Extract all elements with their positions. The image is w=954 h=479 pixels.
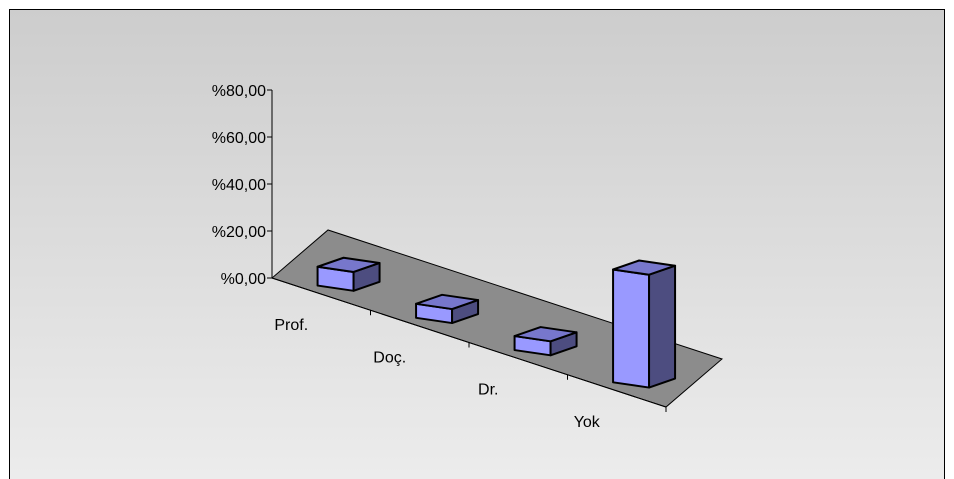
y-tick-label: %20,00 (212, 224, 266, 241)
bar-top-face (316, 256, 381, 273)
y-tick-label: %60,00 (212, 130, 266, 147)
bar-top-face (612, 259, 677, 276)
bar (316, 256, 381, 292)
bar (612, 259, 677, 389)
y-tick-label: %80,00 (212, 83, 266, 100)
x-tick-label: Yok (574, 414, 601, 431)
y-tick-label: %0,00 (221, 271, 266, 288)
chart-area (9, 9, 945, 479)
bar-top-face (415, 293, 480, 311)
bar (513, 326, 578, 357)
x-tick-label: Dr. (478, 382, 498, 399)
bar-top-face (513, 326, 578, 343)
y-tick-label: %40,00 (212, 177, 266, 194)
bar (415, 293, 480, 325)
bar-side-face (648, 264, 677, 389)
x-tick-label: Prof. (274, 317, 308, 334)
x-tick-label: Doç. (373, 349, 406, 366)
bar-front-face (612, 268, 651, 389)
